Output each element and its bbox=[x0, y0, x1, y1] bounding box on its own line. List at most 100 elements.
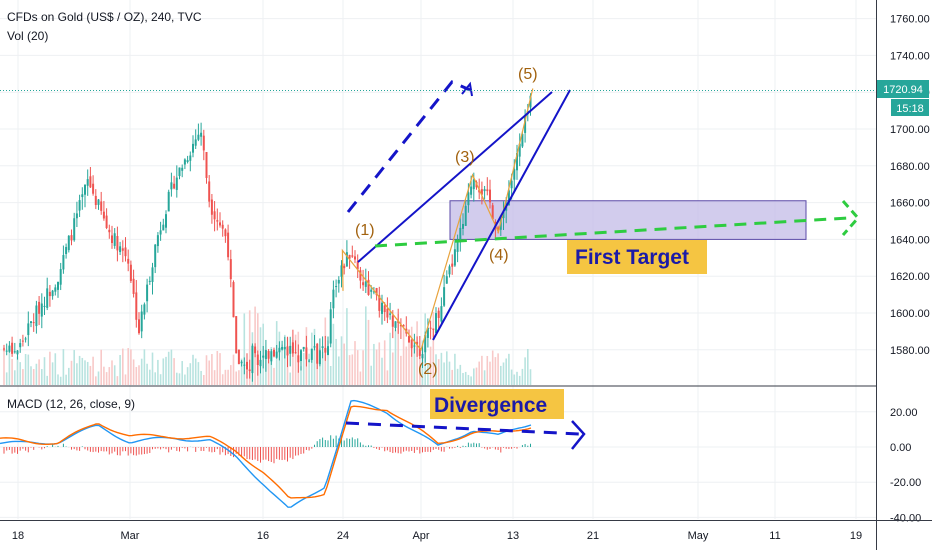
candle bbox=[386, 297, 389, 324]
volume-bar bbox=[230, 365, 232, 385]
candle bbox=[432, 328, 435, 338]
candle-body bbox=[232, 282, 235, 318]
candle-body bbox=[294, 352, 297, 354]
volume-bar bbox=[162, 358, 165, 385]
candle-body bbox=[213, 211, 216, 220]
volume-bar bbox=[73, 350, 75, 385]
candle-body bbox=[507, 190, 510, 206]
candle-body bbox=[32, 322, 35, 324]
volume-bar bbox=[130, 349, 132, 385]
time-tick-label: Mar bbox=[121, 530, 140, 542]
volume-bar bbox=[70, 360, 73, 385]
candle bbox=[354, 250, 356, 264]
volume-bar bbox=[189, 363, 192, 385]
divergence-badge: Divergence bbox=[430, 389, 564, 419]
divergence-arrow bbox=[345, 421, 581, 436]
volume-bar bbox=[365, 306, 367, 385]
volume-bar bbox=[211, 354, 213, 385]
volume-bar bbox=[173, 358, 175, 385]
volume-bar bbox=[135, 366, 138, 385]
price-tick-label: 1760.00 bbox=[890, 14, 930, 26]
candle bbox=[518, 133, 521, 167]
candle-body bbox=[100, 201, 103, 211]
candle bbox=[410, 339, 413, 357]
candle bbox=[156, 232, 159, 253]
candle-body bbox=[302, 346, 305, 349]
candle bbox=[435, 307, 437, 336]
candle bbox=[456, 234, 459, 263]
volume-bar bbox=[103, 366, 105, 385]
candle-body bbox=[200, 132, 203, 137]
volume-bar bbox=[419, 349, 421, 385]
candle-body bbox=[386, 308, 389, 318]
volume-bar bbox=[46, 375, 48, 385]
volume-bar bbox=[273, 367, 275, 385]
candle bbox=[264, 339, 267, 372]
symbol-legend[interactable]: CFDs on Gold (US$ / OZ), 240, TVC bbox=[7, 10, 202, 24]
volume-bar bbox=[54, 353, 57, 385]
volume-bar bbox=[367, 319, 370, 385]
volume-bar bbox=[59, 376, 62, 385]
candle bbox=[335, 279, 338, 298]
volume-bar bbox=[32, 368, 35, 385]
volume-bar bbox=[208, 360, 210, 385]
candle bbox=[243, 357, 246, 375]
candle-body bbox=[30, 321, 32, 324]
candle-body bbox=[70, 235, 73, 241]
volume-bar bbox=[500, 365, 502, 385]
candle-body bbox=[89, 176, 92, 188]
candle bbox=[54, 284, 57, 296]
candle bbox=[378, 286, 381, 318]
volume-bar bbox=[84, 360, 86, 385]
candle bbox=[86, 169, 89, 196]
volume-bar bbox=[81, 357, 84, 385]
candle bbox=[246, 353, 248, 379]
candle-body bbox=[389, 313, 392, 315]
volume-bar bbox=[154, 372, 156, 385]
volume-bar bbox=[143, 349, 146, 385]
candle-body bbox=[378, 295, 381, 311]
candle-body bbox=[140, 311, 143, 332]
candle-body bbox=[127, 258, 130, 264]
candle bbox=[38, 296, 41, 326]
volume-bar bbox=[462, 372, 464, 385]
volume-bar bbox=[213, 370, 216, 385]
volume-bar bbox=[332, 323, 335, 385]
volume-bar bbox=[356, 350, 359, 385]
volume-bar bbox=[392, 352, 394, 385]
volume-legend[interactable]: Vol (20) bbox=[7, 29, 49, 43]
volume-bar bbox=[186, 367, 189, 385]
candle bbox=[240, 360, 243, 367]
candle bbox=[219, 212, 221, 228]
candle bbox=[321, 336, 324, 359]
volume-bar bbox=[524, 357, 526, 385]
candle-body bbox=[278, 347, 281, 353]
volume-bar bbox=[513, 374, 516, 385]
volume-bar bbox=[248, 310, 251, 385]
last-price-value: 1720.94 bbox=[883, 84, 923, 96]
candle bbox=[273, 347, 275, 358]
candle bbox=[308, 358, 311, 363]
macd-legend[interactable]: MACD (12, 26, close, 9) bbox=[7, 397, 136, 411]
candle-body bbox=[513, 169, 516, 180]
candle-body bbox=[402, 325, 405, 327]
volume-bar bbox=[378, 342, 381, 385]
target-zone bbox=[449, 200, 807, 240]
candle bbox=[89, 167, 92, 189]
volume-bar bbox=[302, 352, 305, 385]
candle-body bbox=[116, 236, 119, 251]
volume-bar bbox=[397, 314, 399, 385]
volume-bar bbox=[157, 359, 159, 385]
candle bbox=[3, 344, 5, 352]
candle bbox=[429, 320, 432, 340]
candle-body bbox=[362, 282, 365, 286]
candle bbox=[502, 201, 505, 230]
candle bbox=[32, 313, 35, 332]
volume-bar bbox=[348, 355, 351, 385]
volume-bar bbox=[491, 350, 494, 385]
candle-body bbox=[108, 229, 111, 233]
volume-bar bbox=[8, 349, 11, 385]
candle-body bbox=[394, 321, 397, 328]
